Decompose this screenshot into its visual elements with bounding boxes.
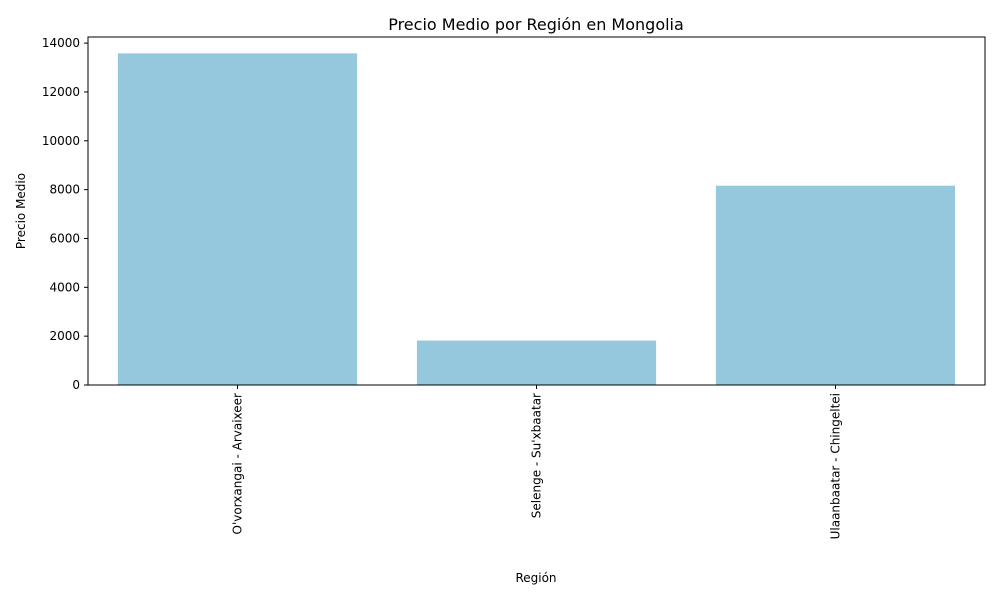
bar	[416, 340, 657, 385]
bars-group	[117, 53, 956, 385]
y-tick-label: 12000	[42, 85, 80, 99]
x-axis-label: Región	[515, 571, 556, 585]
chart-title: Precio Medio por Región en Mongolia	[388, 15, 684, 34]
x-tick-label: Ulaanbaatar - Chingeltei	[829, 393, 843, 539]
y-tick-label: 6000	[49, 231, 80, 245]
x-axis-ticks: O'vorxangai - Arvaixeer Selenge - Su'xbaa…	[231, 385, 843, 539]
y-tick-label: 10000	[42, 134, 80, 148]
y-axis-label: Precio Medio	[14, 173, 28, 249]
bar	[117, 53, 358, 385]
y-tick-label: 14000	[42, 36, 80, 50]
y-tick-label: 2000	[49, 329, 80, 343]
x-tick-label: O'vorxangai - Arvaixeer	[231, 393, 245, 535]
x-tick-label: Selenge - Su'xbaatar	[530, 393, 544, 518]
y-tick-label: 8000	[49, 183, 80, 197]
plot-frame	[87, 36, 986, 386]
bar	[715, 185, 956, 385]
y-tick-label: 4000	[49, 280, 80, 294]
y-tick-label: 0	[72, 378, 80, 392]
y-axis-ticks: 0 2000 4000 6000 8000 10000 12000 14000	[42, 36, 88, 392]
